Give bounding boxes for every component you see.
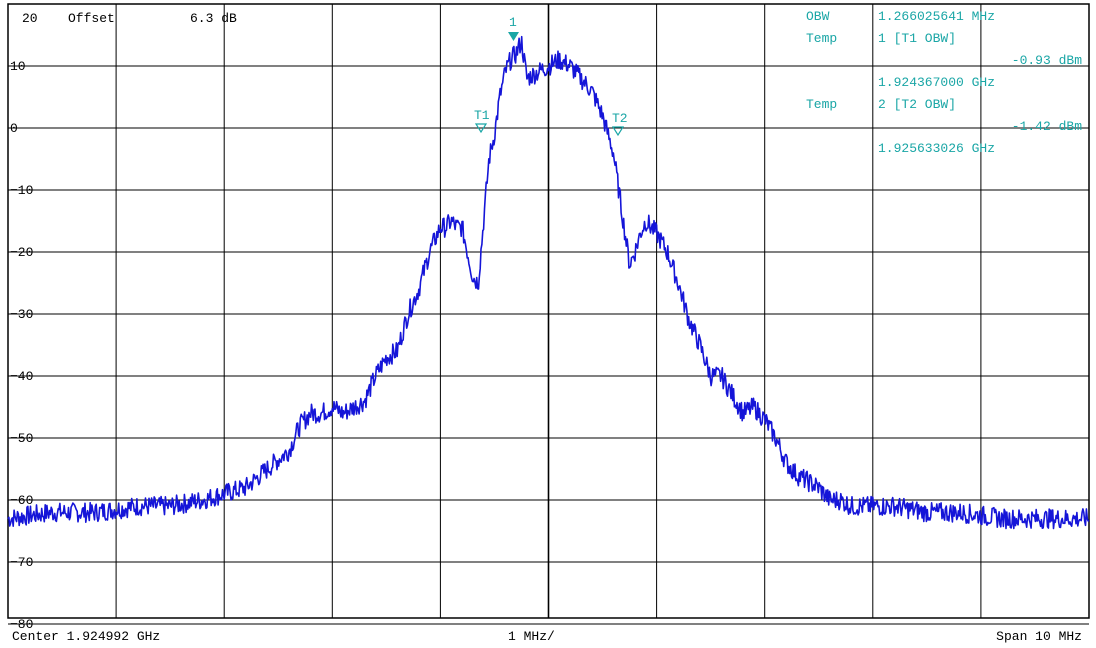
obw-value: 1.266025641 MHz — [878, 9, 995, 24]
temp1-freq: 1.924367000 GHz — [878, 75, 995, 90]
y-tick-label: −20 — [10, 245, 33, 260]
y-tick-label: −60 — [10, 493, 33, 508]
marker-t1[interactable]: T1 — [474, 108, 490, 134]
division-label: 1 MHz/ — [508, 629, 555, 644]
ref-level-label: 20 — [22, 11, 38, 26]
spectrum-trace — [7, 35, 1090, 530]
marker-1-label: 1 — [509, 15, 517, 30]
marker-t1-label: T1 — [474, 108, 490, 123]
y-tick-labels: 10 0 −10 −20 −30 −40 −50 −60 −70 −80 — [10, 59, 33, 632]
marker-t1-triangle-icon — [474, 123, 488, 134]
temp2-ref: 2 [T2 OBW] — [878, 97, 956, 112]
y-tick-label: −10 — [10, 183, 33, 198]
center-frequency-label: Center 1.924992 GHz — [12, 629, 160, 644]
y-tick-label: −80 — [10, 617, 33, 632]
marker-t2-label: T2 — [612, 111, 628, 126]
y-tick-label: −30 — [10, 307, 33, 322]
y-tick-label: 0 — [10, 121, 18, 136]
marker-t2[interactable]: T2 — [611, 111, 628, 137]
obw-label: OBW — [806, 9, 830, 24]
y-tick-label: −70 — [10, 555, 33, 570]
temp2-freq: 1.925633026 GHz — [878, 141, 995, 156]
y-tick-label: 10 — [10, 59, 26, 74]
offset-label: Offset — [68, 11, 115, 26]
temp2-label: Temp — [806, 97, 837, 112]
temp1-label: Temp — [806, 31, 837, 46]
marker-t2-triangle-icon — [611, 126, 625, 137]
temp1-ref: 1 [T1 OBW] — [878, 31, 956, 46]
y-tick-label: −50 — [10, 431, 33, 446]
temp1-level: -0.93 dBm — [1012, 53, 1082, 68]
marker-1[interactable]: 1 — [508, 15, 519, 41]
span-label: Span 10 MHz — [996, 629, 1082, 644]
temp2-level: -1.42 dBm — [1012, 119, 1082, 134]
y-tick-label: −40 — [10, 369, 33, 384]
marker-1-triangle-icon — [508, 32, 519, 41]
offset-value: 6.3 dB — [190, 11, 237, 26]
